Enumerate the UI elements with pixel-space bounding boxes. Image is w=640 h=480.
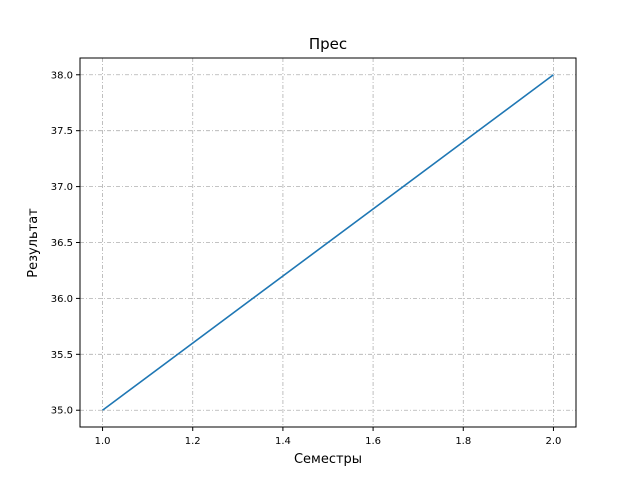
- grid-lines: [80, 58, 576, 427]
- y-tick-label: 35.5: [51, 350, 73, 361]
- x-tick-label: 1.4: [275, 436, 291, 447]
- x-tick-label: 1.0: [95, 436, 111, 447]
- y-tick-label: 35.0: [51, 406, 73, 417]
- plot-series: [102, 74, 554, 411]
- y-tick-label: 37.5: [51, 126, 73, 137]
- y-tick-label: 37.0: [51, 182, 73, 193]
- y-axis-label: Результат: [26, 208, 41, 278]
- x-axis-ticks: 1.0 1.2 1.4 1.6 1.8 2.0: [95, 427, 562, 447]
- x-axis-label: Семестры: [294, 452, 362, 467]
- chart-title: Прес: [309, 35, 347, 53]
- x-tick-label: 1.2: [185, 436, 201, 447]
- y-tick-label: 36.0: [51, 294, 73, 305]
- y-tick-label: 36.5: [51, 238, 73, 249]
- x-tick-label: 1.6: [365, 436, 381, 447]
- y-axis-ticks: 35.0 35.5 36.0 36.5 37.0 37.5 38.0: [51, 70, 80, 417]
- x-tick-label: 1.8: [455, 436, 471, 447]
- y-tick-label: 38.0: [51, 70, 73, 81]
- series-line: [102, 74, 554, 411]
- x-tick-label: 2.0: [546, 436, 562, 447]
